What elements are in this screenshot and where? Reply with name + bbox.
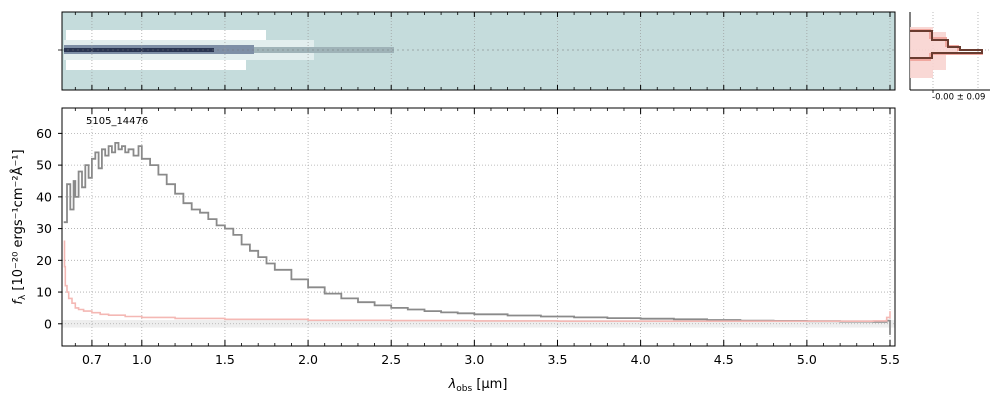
x-axis-label-unit: [μm] xyxy=(472,377,507,392)
y-tick-label: 50 xyxy=(36,158,52,173)
x-tick-label: 4.0 xyxy=(631,352,651,367)
x-tick-label: 5.5 xyxy=(880,352,900,367)
series-flux-line xyxy=(63,142,891,335)
y-tick-label: 30 xyxy=(36,221,52,236)
x-tick-label: 3.0 xyxy=(464,352,484,367)
zero-band xyxy=(62,319,895,328)
x-axis-label-main: λ xyxy=(448,377,457,392)
y-axis-label-main: f xyxy=(11,298,26,305)
y-tick-label: 0 xyxy=(44,316,52,331)
y-tick-label: 60 xyxy=(36,126,52,141)
object-id-label: 5105_14476 xyxy=(86,116,148,127)
plot-area xyxy=(62,108,895,346)
x-tick-label: 1.0 xyxy=(132,352,152,367)
profile-inset-panel: -0.00 ± 0.09 xyxy=(909,12,990,103)
x-tick-label: 2.5 xyxy=(381,352,401,367)
y-axis-label-sub: λ xyxy=(18,294,28,300)
spectrum-2d-frame xyxy=(61,11,896,91)
y-tick-label: 20 xyxy=(36,253,52,268)
spectrum-2d-gridlines xyxy=(91,12,891,90)
inset-profile-data xyxy=(910,30,983,59)
x-tick-label: 2.0 xyxy=(298,352,318,367)
spectrum-1d-panel: 0.7 1.0 1.5 2.0 2.5 3.0 3.5 4.0 4.5 5.0 5.5 0 10 20 30… xyxy=(36,107,900,367)
x-axis-label-sub: obs xyxy=(456,384,472,394)
x-tick-label: 5.0 xyxy=(797,352,817,367)
plot-frame xyxy=(61,107,896,347)
y-tick-label: 40 xyxy=(36,189,52,204)
series-layer xyxy=(63,142,891,335)
main-gridlines xyxy=(62,108,895,346)
spectrum-2d-white-band-lower xyxy=(66,60,246,70)
series-error-line xyxy=(63,240,891,322)
x-tick-label: 1.5 xyxy=(215,352,235,367)
spectrum-2d-white-band-upper xyxy=(66,30,266,40)
y-axis-label: fλ [10⁻²⁰ ergs⁻¹cm⁻²Å⁻¹] xyxy=(10,149,28,304)
inset-error-label: -0.00 ± 0.09 xyxy=(932,93,985,103)
x-tick-label: 0.7 xyxy=(82,352,102,367)
y-axis-label-unit: [10⁻²⁰ ergs⁻¹cm⁻²Å⁻¹] xyxy=(10,149,26,294)
spectrum-2d-panel xyxy=(58,11,896,91)
y-tick-label: 10 xyxy=(36,285,52,300)
x-tick-label: 4.5 xyxy=(714,352,734,367)
x-axis-label: λobs [μm] xyxy=(448,377,508,394)
spectrum-2d-trace-tail xyxy=(254,47,394,53)
x-tick-label: 3.5 xyxy=(548,352,568,367)
